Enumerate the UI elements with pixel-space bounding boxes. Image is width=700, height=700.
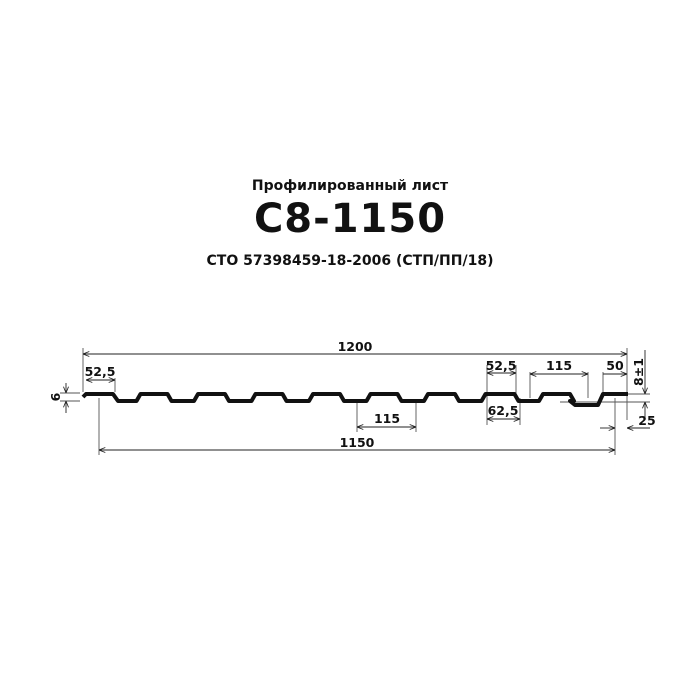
- sheet-profile: [81, 392, 628, 407]
- drawing-title: С8-1150: [253, 196, 447, 242]
- dim-1150: 1150: [340, 435, 375, 450]
- dimension-lines: [66, 350, 650, 450]
- dim-52-5-right: 52,5: [486, 358, 517, 373]
- dim-1200: 1200: [338, 339, 373, 354]
- dim-height: 8±1: [631, 358, 646, 386]
- dim-50: 50: [606, 358, 624, 373]
- dim-25: 25: [638, 413, 655, 428]
- dim-115-top: 115: [546, 358, 572, 373]
- dim-6: 6: [48, 392, 63, 401]
- dim-62-5: 62,5: [488, 403, 519, 418]
- standard-reference: СТО 57398459-18-2006 (СТП/ПП/18): [206, 253, 494, 269]
- dim-52-5-left: 52,5: [85, 364, 116, 379]
- dim-115-bottom: 115: [374, 411, 400, 426]
- drawing-subtitle: Профилированный лист: [251, 178, 449, 194]
